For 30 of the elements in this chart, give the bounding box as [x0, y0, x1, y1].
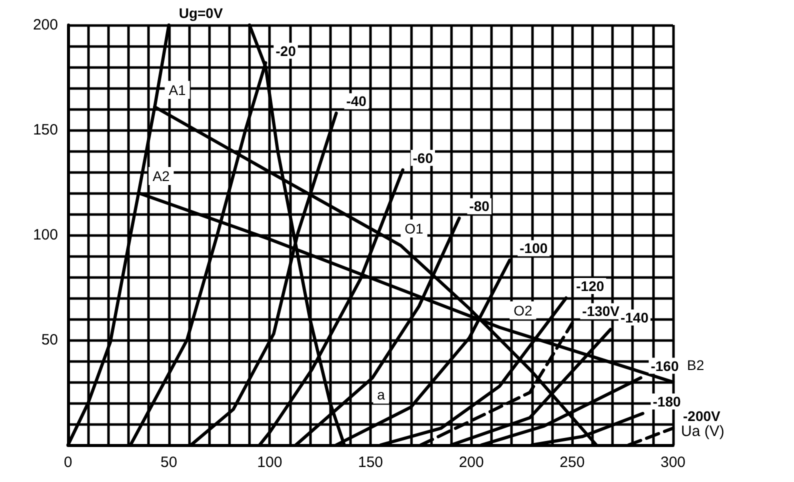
series-label: -160: [650, 358, 679, 374]
annotation: B2: [687, 357, 704, 373]
y-tick-label: 50: [41, 332, 58, 348]
series-label: Ug=0V: [178, 5, 224, 21]
x-tick-label: 100: [257, 454, 282, 471]
x-tick-label: 200: [458, 454, 484, 471]
series-label: -180: [652, 394, 681, 410]
x-tick-label: 300: [660, 454, 686, 471]
y-tick-label: 100: [32, 226, 58, 244]
x-tick-label: 250: [560, 454, 585, 471]
x-axis-title: Ua (V): [681, 423, 724, 440]
y-tick-label: 200: [32, 16, 58, 34]
annotation: A1: [168, 82, 186, 98]
x-tick-label: 0: [64, 454, 72, 471]
annotation: O1: [404, 220, 424, 236]
x-tick-label: 50: [160, 454, 178, 471]
series-label: -100: [520, 240, 548, 256]
series-label: -200V: [683, 408, 722, 424]
y-tick-label: 150: [32, 122, 58, 138]
series-label: -140: [620, 310, 649, 326]
series-label: -80: [469, 198, 490, 214]
series-label: -120: [576, 278, 604, 294]
series-label: -130V: [582, 303, 620, 320]
series-label: -60: [412, 150, 434, 166]
annotation: a: [377, 386, 386, 403]
annotation: O2: [514, 302, 532, 318]
x-tick-label: 150: [358, 454, 384, 471]
annotation: A2: [152, 168, 170, 184]
series-label: -20: [276, 42, 296, 59]
series-label: -40: [346, 93, 367, 110]
